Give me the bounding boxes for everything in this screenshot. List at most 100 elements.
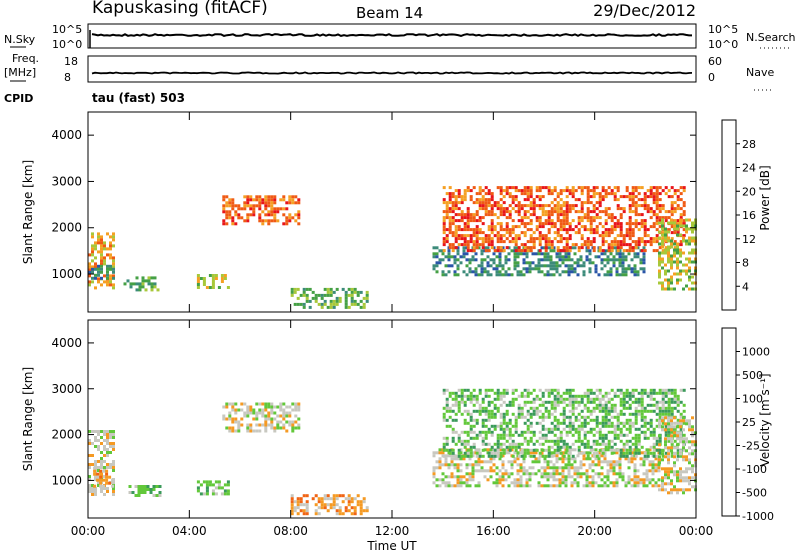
data-cell: [526, 192, 530, 196]
data-cell: [552, 249, 556, 253]
data-cell: [457, 234, 461, 238]
data-cell: [332, 497, 336, 501]
data-cell: [94, 276, 97, 280]
data-cell: [456, 264, 460, 268]
data-cell: [570, 258, 574, 262]
data-cell: [673, 192, 677, 196]
data-cell: [618, 255, 622, 259]
data-cell: [562, 406, 566, 410]
data-cell: [112, 256, 115, 260]
data-cell: [514, 397, 518, 401]
data-cell: [583, 240, 587, 244]
data-cell: [670, 430, 674, 434]
data-cell: [258, 429, 262, 433]
data-cell: [537, 261, 541, 265]
data-cell: [490, 409, 494, 413]
data-cell: [612, 264, 616, 268]
data-cell: [519, 466, 523, 470]
data-cell: [682, 470, 685, 474]
data-cell: [558, 252, 562, 256]
data-cell: [448, 415, 452, 419]
data-cell: [658, 451, 662, 455]
data-cell: [576, 472, 580, 476]
data-cell: [628, 219, 632, 223]
data-cell: [540, 252, 544, 256]
data-cell: [472, 246, 476, 250]
data-cell: [688, 461, 691, 465]
data-cell: [612, 261, 616, 265]
data-cell: [445, 448, 449, 452]
data-cell: [658, 263, 661, 267]
data-cell: [466, 409, 470, 413]
data-cell: [670, 237, 674, 241]
data-cell: [100, 262, 103, 266]
data-cell: [670, 242, 673, 246]
data-cell: [522, 466, 526, 470]
data-cell: [544, 249, 548, 253]
data-cell: [670, 221, 673, 225]
data-cell: [102, 478, 106, 482]
data-cell: [499, 427, 503, 431]
data-cell: [589, 445, 593, 449]
data-cell: [615, 273, 619, 277]
data-cell: [475, 201, 479, 205]
data-cell: [456, 481, 460, 485]
data-cell: [490, 198, 494, 202]
data-cell: [634, 243, 638, 247]
data-cell: [592, 186, 596, 190]
data-cell: [661, 428, 664, 432]
data-cell: [97, 270, 100, 274]
data-cell: [673, 224, 676, 228]
data-cell: [480, 460, 484, 464]
data-cell: [676, 198, 680, 202]
data-cell: [474, 270, 478, 274]
data-cell: [466, 234, 470, 238]
data-cell: [222, 405, 226, 409]
data-cell: [451, 222, 455, 226]
data-cell: [643, 421, 647, 425]
data-cell: [676, 425, 679, 429]
data-cell: [622, 243, 626, 247]
data-cell: [499, 234, 503, 238]
data-cell: [652, 213, 656, 217]
data-cell: [616, 388, 620, 392]
data-cell: [540, 270, 544, 274]
data-cell: [667, 422, 670, 426]
data-cell: [329, 503, 333, 507]
data-cell: [474, 258, 478, 262]
data-cell: [607, 421, 611, 425]
data-cell: [460, 439, 464, 443]
data-cell: [523, 222, 527, 226]
data-cell: [612, 463, 616, 467]
data-cell: [264, 213, 268, 217]
data-cell: [613, 406, 617, 410]
data-cell: [469, 216, 473, 220]
data-cell: [255, 204, 259, 208]
data-cell: [445, 418, 449, 422]
data-cell: [604, 406, 608, 410]
data-cell: [490, 424, 494, 428]
data-cell: [618, 463, 622, 467]
data-cell: [607, 234, 611, 238]
data-cell: [100, 247, 103, 251]
data-cell: [604, 442, 608, 446]
data-cell: [580, 394, 584, 398]
data-cell: [598, 433, 602, 437]
data-cell: [634, 397, 638, 401]
data-cell: [296, 500, 300, 504]
data-cell: [658, 198, 662, 202]
data-cell: [516, 261, 520, 265]
data-cell: [637, 198, 641, 202]
data-cell: [270, 204, 274, 208]
data-cell: [314, 296, 318, 300]
data-cell: [664, 455, 667, 459]
data-cell: [655, 400, 659, 404]
data-cell: [347, 293, 351, 297]
data-cell: [249, 213, 253, 217]
data-cell: [505, 412, 509, 416]
data-cell: [549, 475, 553, 479]
data-cell: [499, 445, 503, 449]
data-cell: [598, 406, 602, 410]
data-cell: [505, 424, 509, 428]
data-cell: [526, 439, 530, 443]
